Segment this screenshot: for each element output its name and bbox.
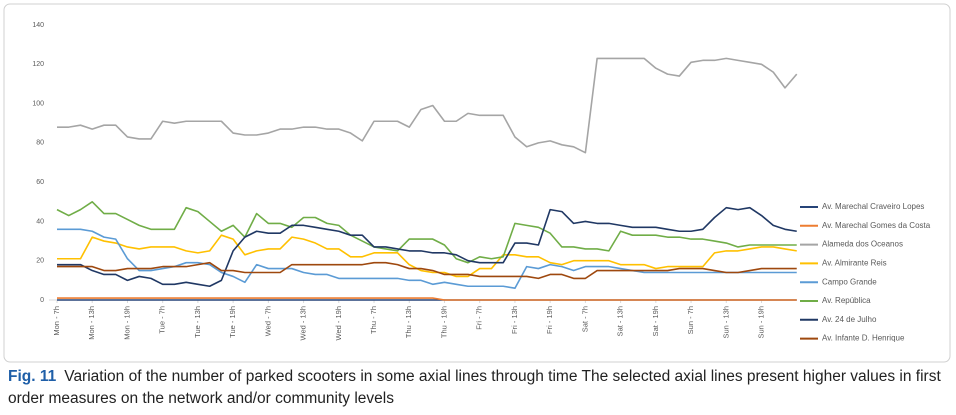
x-tick-label: Sat - 7h xyxy=(580,306,589,332)
y-tick-label: 100 xyxy=(32,100,44,107)
x-tick-label: Mon - 19h xyxy=(122,306,131,340)
y-tick-label: 60 xyxy=(36,179,44,186)
x-tick-label: Sun - 13h xyxy=(721,306,730,339)
series-line xyxy=(57,228,797,290)
chart: 0 20 40 60 80 100 120 140 Mon - 7h Mon - 13h Mon -… xyxy=(3,3,951,363)
x-tick-label: Fri - 7h xyxy=(475,306,484,330)
x-tick-label: Fri - 19h xyxy=(545,306,554,334)
series-line xyxy=(57,261,797,280)
series-line xyxy=(56,200,797,264)
x-tick-label: Sun - 19h xyxy=(757,306,766,339)
x-tick-label: Tue - 19h xyxy=(228,306,237,338)
x-tick-label: Thu - 19h xyxy=(439,306,448,338)
series-line xyxy=(57,297,797,301)
y-tick-label: 120 xyxy=(32,61,44,68)
series-line xyxy=(57,57,798,154)
y-tick-label: 0 xyxy=(40,297,44,304)
x-tick-label: Mon - 7h xyxy=(52,306,61,336)
legend-label: Av. Marechal Gomes da Costa xyxy=(822,221,931,230)
legend-label: Av. Almirante Reis xyxy=(822,259,887,268)
y-tick-label: 20 xyxy=(36,258,44,265)
y-tick-label: 80 xyxy=(36,140,44,147)
legend-label: Alameda dos Oceanos xyxy=(822,240,903,249)
x-tick-label: Sat - 13h xyxy=(616,306,625,336)
x-tick-label: Fri - 13h xyxy=(510,306,519,334)
x-tick-label: Wed - 13h xyxy=(299,306,308,340)
legend-label: Av. 24 de Julho xyxy=(822,315,877,324)
series-line xyxy=(57,234,797,278)
series-line xyxy=(57,206,797,288)
legend-label: Av. Infante D. Henrique xyxy=(822,334,905,343)
caption-label: Fig. 11 xyxy=(8,368,57,385)
x-tick-label: Thu - 7h xyxy=(369,306,378,334)
x-tick-label: Sun - 7h xyxy=(686,306,695,334)
caption-text: Variation of the number of parked scoote… xyxy=(8,368,941,407)
x-tick-label: Sat - 19h xyxy=(651,306,660,336)
legend-label: Av. República xyxy=(822,296,871,305)
x-tick-label: Tue - 13h xyxy=(193,306,202,338)
x-tick-label: Tue - 7h xyxy=(158,306,167,334)
x-tick-label: Thu - 13h xyxy=(404,306,413,338)
y-tick-label: 140 xyxy=(32,22,44,29)
legend-label: Av. Marechal Craveiro Lopes xyxy=(822,202,924,211)
y-tick-label: 40 xyxy=(36,218,44,225)
legend-label: Campo Grande xyxy=(822,277,877,286)
caption: Fig. 11 Variation of the number of parked… xyxy=(8,366,948,410)
x-tick-label: Wed - 19h xyxy=(334,306,343,340)
x-tick-label: Mon - 13h xyxy=(87,306,96,340)
x-tick-label: Wed - 7h xyxy=(263,306,272,336)
